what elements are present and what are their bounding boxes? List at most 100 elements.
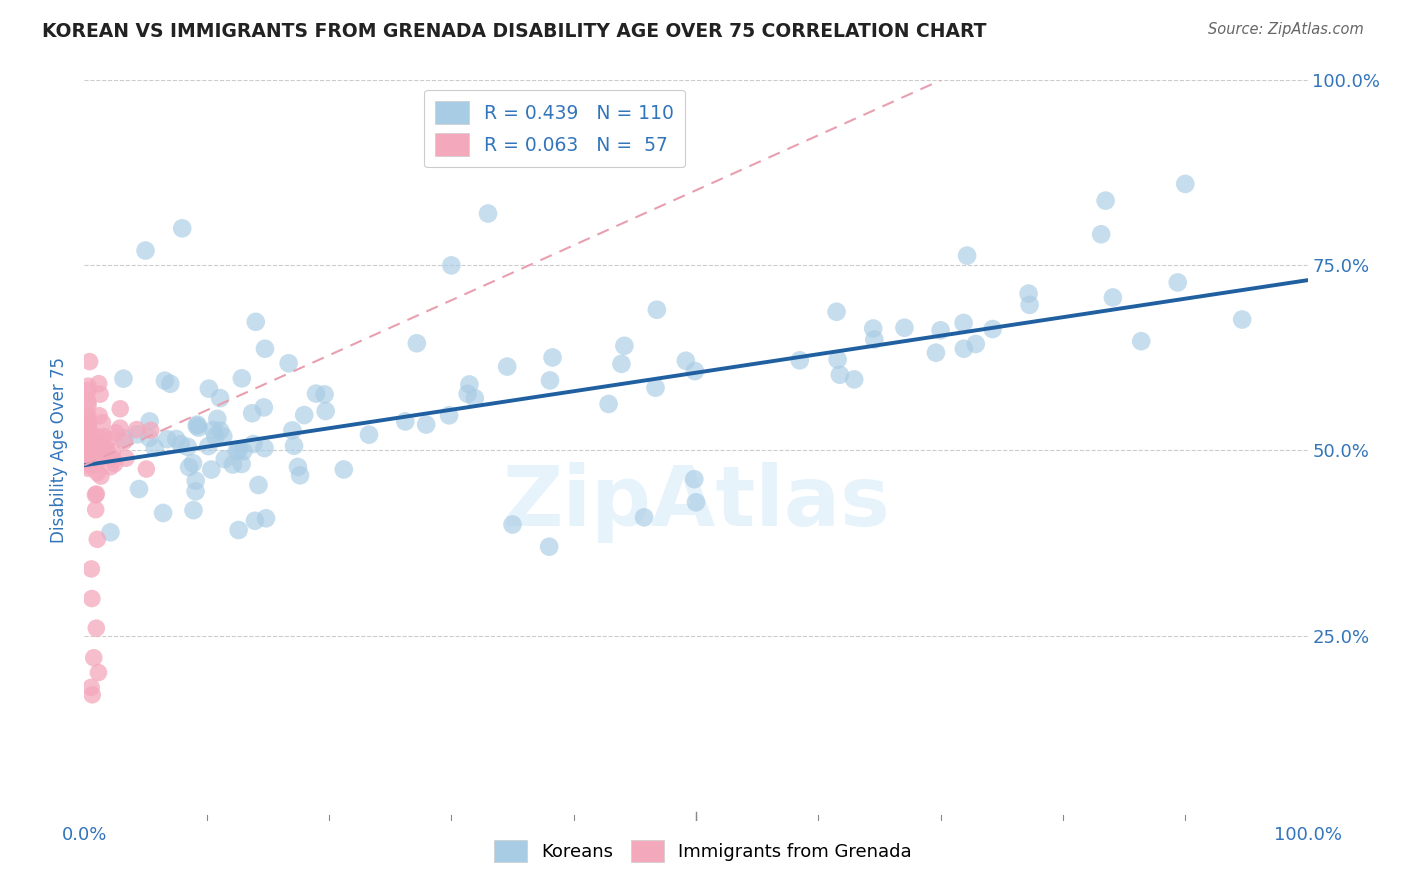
Point [77,430,100,444]
Point [214,452,236,467]
Point [825,305,848,319]
Point [84,502,107,516]
Point [80,591,103,606]
Point [243,514,266,528]
Point [357,427,380,442]
Point [77,399,100,413]
Point [143,441,166,455]
Point [177,440,200,454]
Point [91,416,114,430]
Point [225,444,247,458]
Point [80,562,103,576]
Point [1167,276,1189,290]
Point [108,421,131,435]
Point [139,423,162,437]
Point [464,391,486,405]
Point [683,472,706,486]
Point [77,395,100,409]
Point [156,432,179,446]
Point [253,342,276,356]
Point [77,417,100,432]
Point [77,436,100,450]
Point [222,458,245,472]
Point [240,406,263,420]
Point [247,478,270,492]
Point [125,423,148,437]
Point [138,414,160,428]
Point [77,458,100,473]
Point [541,351,564,365]
Point [929,323,952,337]
Point [405,336,427,351]
Point [128,482,150,496]
Point [79,443,101,458]
Point [181,456,204,470]
Point [1174,177,1197,191]
Point [314,387,336,401]
Point [1230,312,1253,326]
Point [84,458,107,472]
Point [186,417,208,432]
Point [242,437,264,451]
Point [187,420,209,434]
Point [502,517,524,532]
Point [675,353,697,368]
Point [97,445,120,459]
Point [90,438,112,452]
Point [110,401,132,416]
Point [685,495,707,509]
Point [292,408,315,422]
Point [953,342,976,356]
Point [844,372,866,386]
Point [138,431,160,445]
Point [952,316,974,330]
Point [127,427,149,442]
Point [440,259,463,273]
Point [101,444,124,458]
Point [77,443,100,458]
Point [212,429,235,443]
Point [254,511,277,525]
Point [112,371,135,385]
Point [77,434,100,449]
Point [197,439,219,453]
Point [97,433,120,447]
Point [112,434,135,449]
Point [207,412,229,426]
Point [77,430,100,444]
Point [186,418,208,433]
Point [170,437,193,451]
Point [965,337,987,351]
Point [87,665,110,680]
Point [89,409,111,423]
Point [1018,298,1040,312]
Point [89,387,111,401]
Point [789,353,811,368]
Point [288,468,311,483]
Point [610,357,633,371]
Point [82,445,104,459]
Point [165,432,187,446]
Point [1130,334,1153,349]
Point [135,244,157,258]
Point [77,379,100,393]
Point [79,430,101,444]
Point [283,439,305,453]
Point [100,459,122,474]
Point [457,386,479,401]
Point [184,484,207,499]
Point [77,384,100,398]
Point [84,488,107,502]
Point [77,450,100,465]
Point [104,457,127,471]
Point [253,401,276,415]
Point [204,429,226,443]
Point [77,416,100,430]
Point [115,451,138,466]
Point [159,376,181,391]
Point [82,441,104,455]
Point [82,688,104,702]
Point [645,302,668,317]
Point [152,506,174,520]
Point [245,315,267,329]
